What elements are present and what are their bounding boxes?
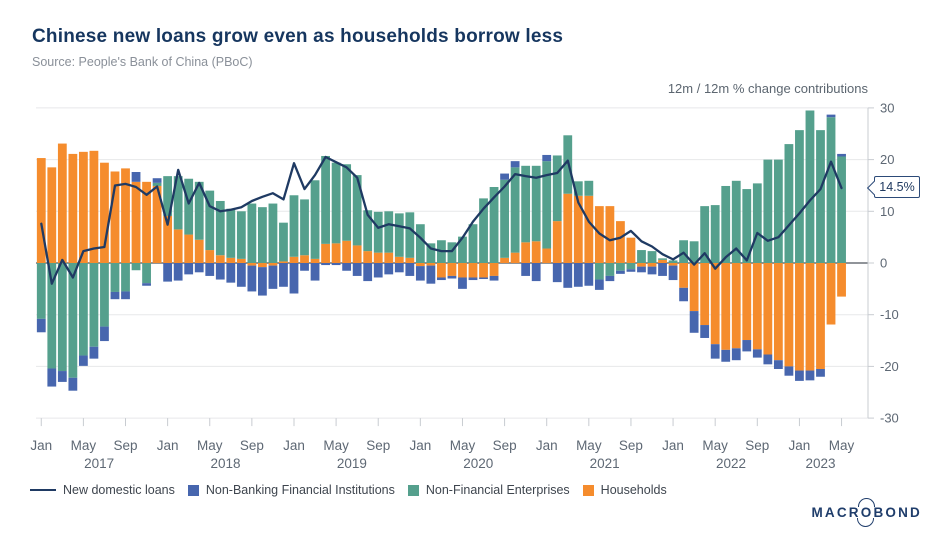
legend-square-swatch-icon bbox=[187, 484, 199, 496]
svg-text:Jan: Jan bbox=[157, 438, 179, 453]
svg-text:May: May bbox=[450, 438, 476, 453]
svg-text:0: 0 bbox=[880, 256, 887, 271]
svg-text:2022: 2022 bbox=[716, 456, 746, 471]
svg-text:Jan: Jan bbox=[283, 438, 305, 453]
svg-text:2021: 2021 bbox=[590, 456, 620, 471]
legend-label: Households bbox=[600, 483, 667, 497]
legend-item-new-domestic-loans: New domestic loans bbox=[30, 483, 175, 497]
legend: New domestic loans Non-Banking Financial… bbox=[30, 483, 667, 497]
logo-o: O bbox=[856, 498, 875, 527]
line-layer bbox=[40, 155, 843, 285]
svg-text:Sep: Sep bbox=[366, 438, 390, 453]
legend-label: New domestic loans bbox=[63, 483, 175, 497]
svg-text:Jan: Jan bbox=[789, 438, 811, 453]
svg-text:Jan: Jan bbox=[30, 438, 52, 453]
svg-text:May: May bbox=[702, 438, 728, 453]
logo-text: BOND bbox=[873, 505, 922, 520]
svg-text:2020: 2020 bbox=[463, 456, 493, 471]
svg-text:Sep: Sep bbox=[619, 438, 643, 453]
legend-item-non-financial-enterprises: Non-Financial Enterprises bbox=[407, 483, 570, 497]
svg-text:May: May bbox=[829, 438, 855, 453]
svg-text:20: 20 bbox=[880, 152, 894, 167]
legend-line-swatch-icon bbox=[30, 489, 56, 491]
logo-text: O bbox=[860, 505, 874, 520]
legend-item-households: Households bbox=[582, 483, 667, 497]
svg-text:-30: -30 bbox=[880, 411, 899, 426]
svg-text:-20: -20 bbox=[880, 359, 899, 374]
svg-text:2023: 2023 bbox=[805, 456, 835, 471]
svg-text:2019: 2019 bbox=[337, 456, 367, 471]
logo-arc-icon bbox=[857, 498, 875, 507]
svg-text:Sep: Sep bbox=[240, 438, 264, 453]
logo-text: MACR bbox=[811, 505, 861, 520]
svg-text:Jan: Jan bbox=[662, 438, 684, 453]
svg-text:May: May bbox=[197, 438, 223, 453]
macrobond-logo: MACR O BOND bbox=[811, 498, 922, 527]
callout-value: 14.5% bbox=[879, 180, 915, 194]
legend-square-swatch-icon bbox=[582, 484, 594, 496]
svg-text:May: May bbox=[576, 438, 602, 453]
svg-text:2018: 2018 bbox=[211, 456, 241, 471]
svg-text:2017: 2017 bbox=[84, 456, 114, 471]
axes-layer: 30 20 10 0 -10 -20 -30 Jan May Sep Jan May Sep Jan May… bbox=[30, 100, 898, 471]
svg-text:Jan: Jan bbox=[536, 438, 558, 453]
svg-text:May: May bbox=[323, 438, 349, 453]
source-note: Source: People's Bank of China (PBoC) bbox=[32, 55, 253, 69]
logo-arc-icon bbox=[856, 518, 874, 527]
svg-text:10: 10 bbox=[880, 204, 894, 219]
legend-square-swatch-icon bbox=[407, 484, 419, 496]
svg-text:30: 30 bbox=[880, 100, 894, 115]
svg-text:Sep: Sep bbox=[493, 438, 517, 453]
axis-unit-label: 12m / 12m % change contributions bbox=[667, 81, 868, 96]
last-value-callout: 14.5% bbox=[866, 176, 920, 198]
svg-text:Sep: Sep bbox=[113, 438, 137, 453]
svg-text:Sep: Sep bbox=[745, 438, 769, 453]
svg-text:Jan: Jan bbox=[409, 438, 431, 453]
legend-item-nbfi: Non-Banking Financial Institutions bbox=[187, 483, 395, 497]
page-title: Chinese new loans grow even as household… bbox=[32, 26, 564, 47]
svg-text:-10: -10 bbox=[880, 307, 899, 322]
legend-label: Non-Financial Enterprises bbox=[425, 483, 570, 497]
chart-plot: 30 20 10 0 -10 -20 -30 Jan May Sep Jan May Sep Jan May… bbox=[30, 100, 898, 471]
svg-text:May: May bbox=[71, 438, 97, 453]
legend-label: Non-Banking Financial Institutions bbox=[205, 483, 395, 497]
